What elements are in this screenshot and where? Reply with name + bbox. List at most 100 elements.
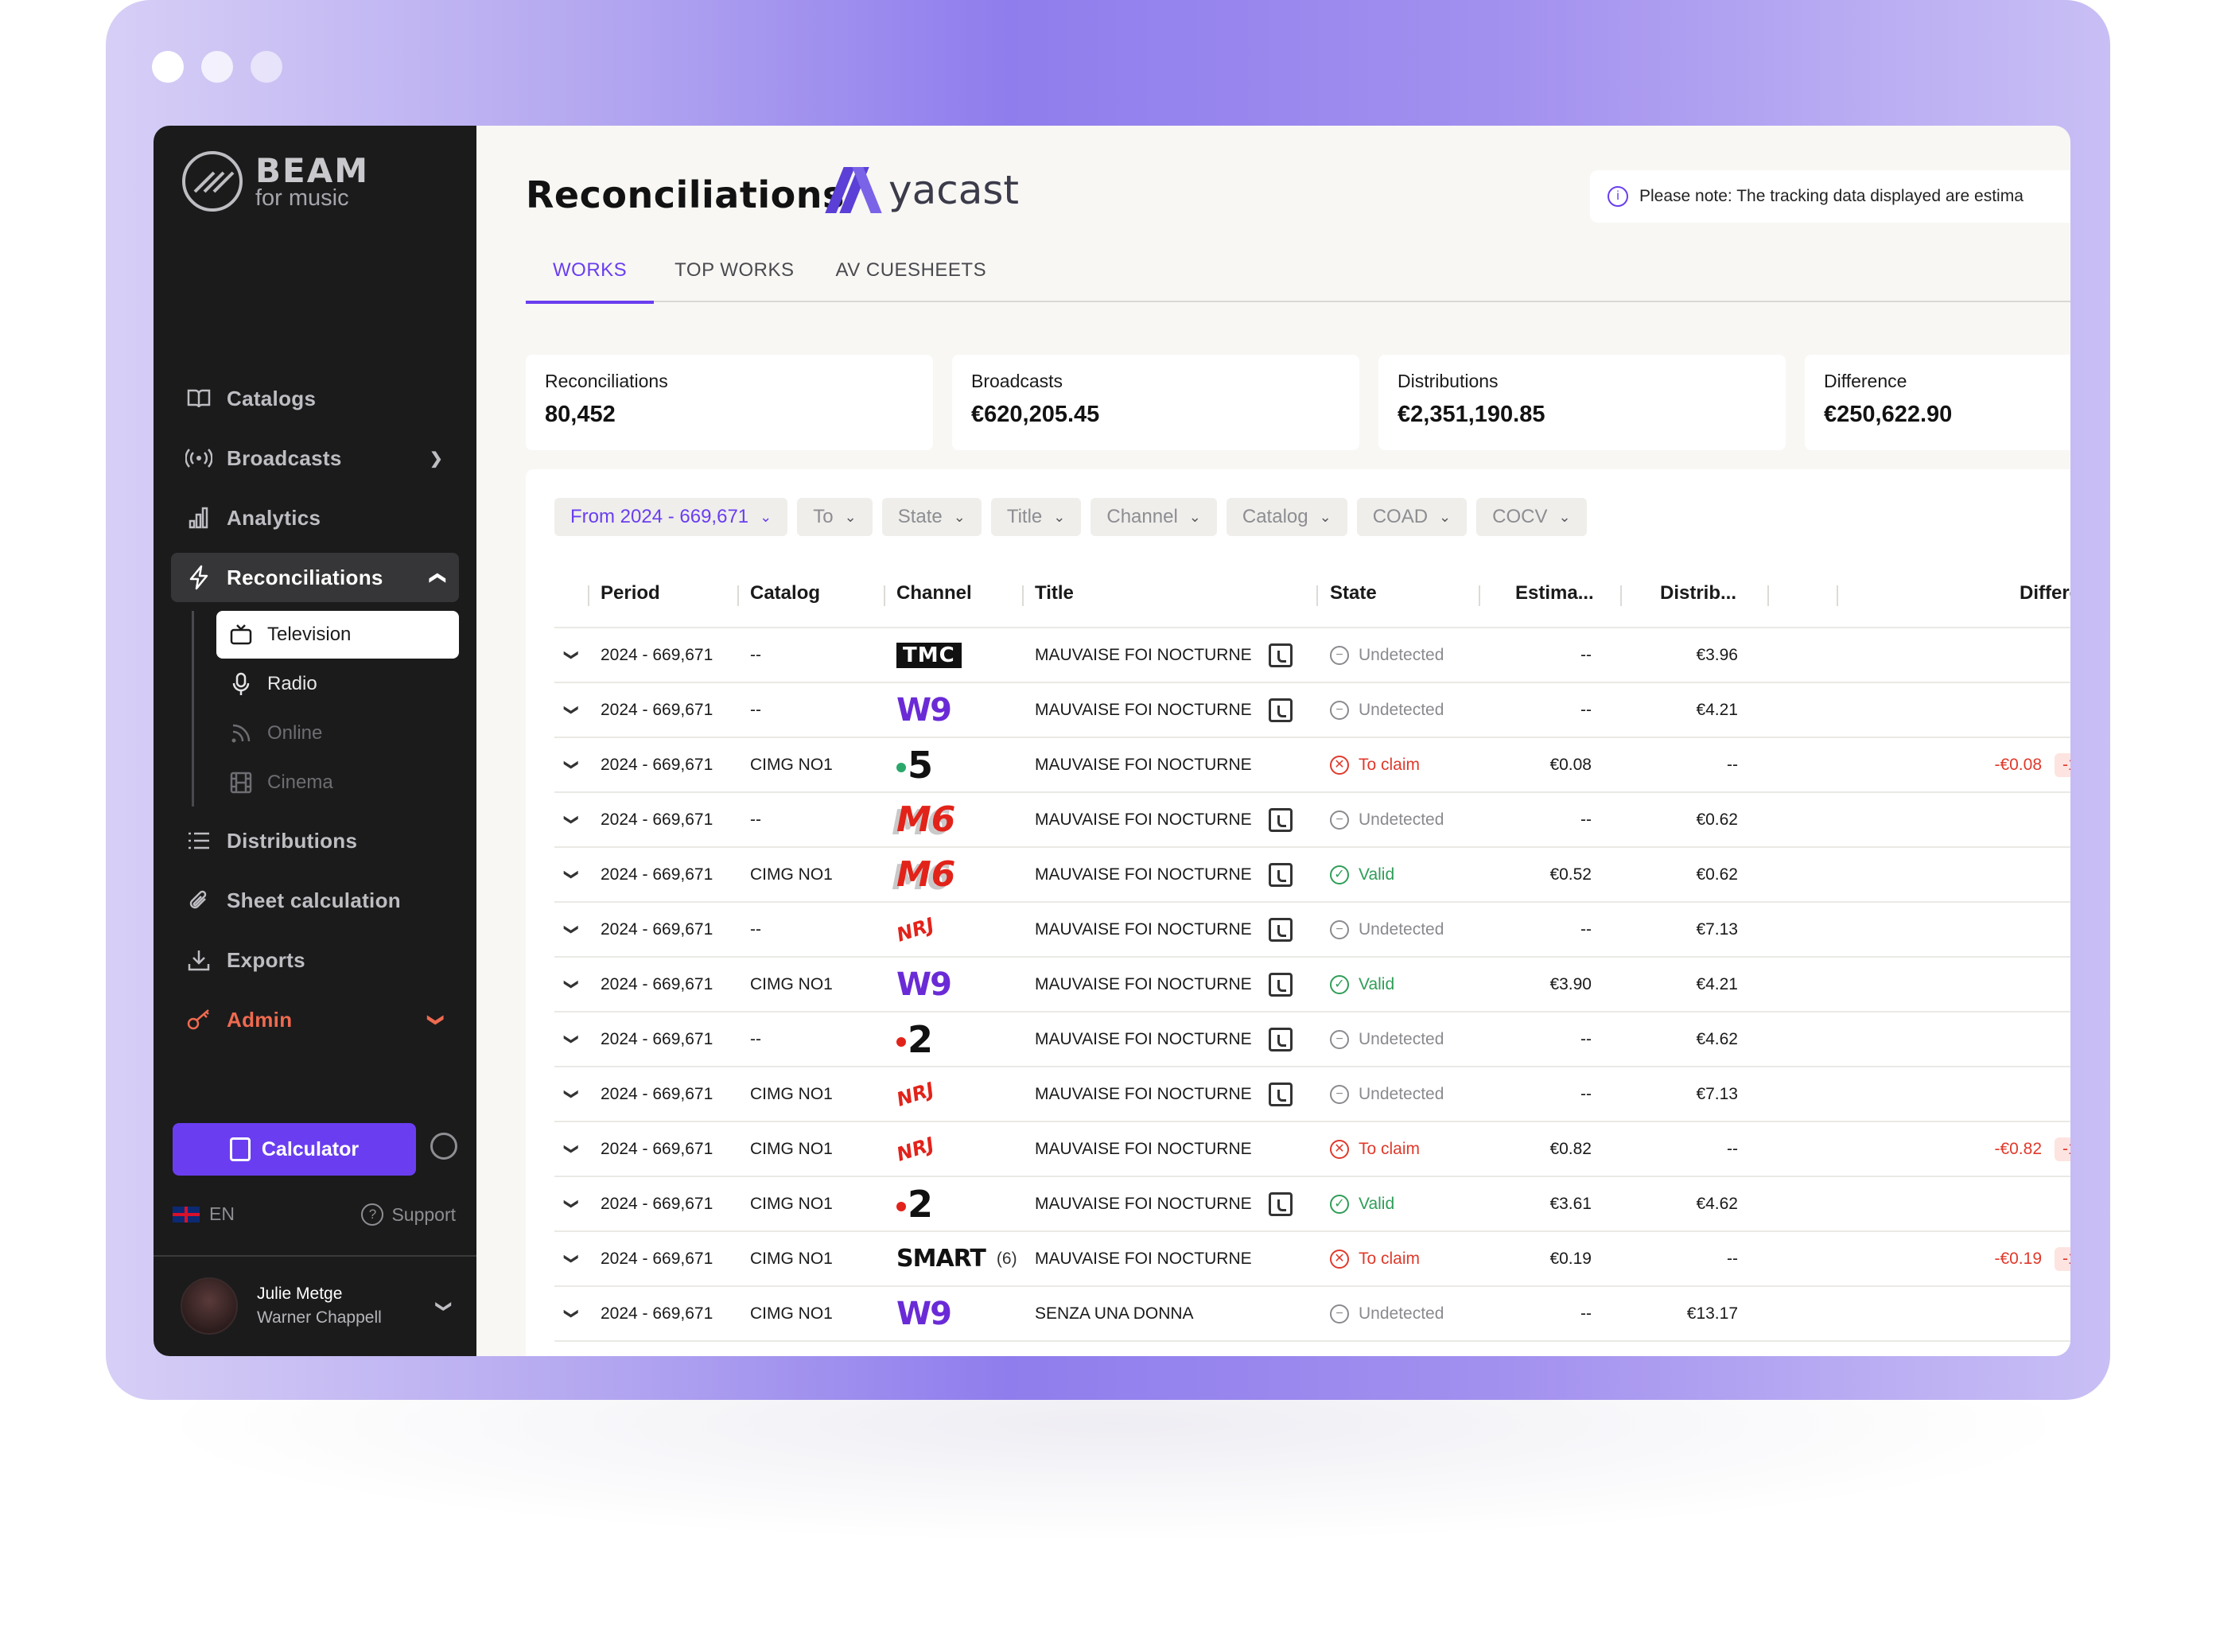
column-header-channel[interactable]: Channel — [896, 582, 972, 604]
cell-period: 2024 - 669,671 — [601, 810, 713, 829]
cell-cuesheet[interactable] — [1269, 683, 1293, 737]
expand-row-chevron-icon[interactable]: ❯ — [564, 868, 581, 881]
expand-row-chevron-icon[interactable]: ❯ — [564, 1252, 581, 1265]
expand-row-chevron-icon[interactable]: ❯ — [564, 978, 581, 991]
table-row[interactable]: ❯ 2024 - 669,671 -- W9 MAUVAISE FOI NOCTURNE… — [554, 683, 2070, 738]
cell-estimated: -- — [1580, 1084, 1592, 1103]
column-header-state[interactable]: State — [1330, 582, 1377, 604]
difference-percent-badge: -100 — [2055, 1137, 2070, 1161]
column-header-period[interactable]: Period — [601, 582, 660, 604]
chevron-down-icon: ❯ — [435, 1299, 453, 1313]
brand-logo[interactable]: BEAM for music — [182, 151, 369, 212]
cuesheet-icon — [1269, 972, 1293, 997]
history-icon[interactable] — [430, 1133, 457, 1160]
filter-coad[interactable]: COAD ⌄ — [1356, 498, 1468, 536]
cell-title: MAUVAISE FOI NOCTURNE — [1035, 645, 1252, 664]
table-row[interactable]: ❯ 2024 - 669,671 CIMG NO1 M6 MAUVAISE FOI NO… — [554, 848, 2070, 903]
expand-row-chevron-icon[interactable]: ❯ — [564, 648, 581, 662]
expand-row-chevron-icon[interactable]: ❯ — [564, 813, 581, 826]
user-menu[interactable]: Julie Metge Warner Chappell ❯ — [181, 1277, 453, 1335]
calculator-button[interactable]: Calculator — [173, 1123, 416, 1176]
cell-cuesheet[interactable] — [1269, 628, 1293, 682]
tab-top-works[interactable]: TOP WORKS — [675, 259, 795, 281]
expand-row-chevron-icon[interactable]: ❯ — [564, 758, 581, 772]
chevron-down-icon: ⌄ — [760, 508, 772, 525]
sidebar-item-admin[interactable]: Admin ❯ — [171, 995, 459, 1044]
sidebar-item-analytics[interactable]: Analytics — [171, 493, 459, 542]
cell-cuesheet[interactable] — [1269, 1177, 1293, 1230]
table-row[interactable]: ❯ 2024 - 669,671 CIMG NO1 W9 MAUVAISE FOI NO… — [554, 958, 2070, 1013]
minus-circle-icon: − — [1330, 919, 1349, 939]
table-row[interactable]: ❯ 2024 - 669,671 CIMG NO1 NRJ MAUVAISE FOI N… — [554, 1122, 2070, 1177]
tab-works[interactable]: WORKS — [526, 253, 655, 304]
cell-period: 2024 - 669,671 — [601, 974, 713, 993]
window-dot-minimize[interactable] — [201, 51, 233, 83]
table-row[interactable]: ❯ 2024 - 669,671 CIMG NO1 W9 SENZA UNA DONNA… — [554, 1287, 2070, 1342]
cell-cuesheet[interactable] — [1269, 1067, 1293, 1121]
tab-av-cuesheets[interactable]: AV CUESHEETS — [835, 259, 987, 281]
lightning-icon — [185, 564, 212, 591]
column-header-catalog[interactable]: Catalog — [750, 582, 821, 604]
subnav-item-television[interactable]: Television — [216, 611, 459, 659]
window-dot-maximize[interactable] — [251, 51, 282, 83]
filter-to[interactable]: To ⌄ — [797, 498, 873, 536]
cuesheet-icon — [1269, 917, 1293, 942]
cell-cuesheet[interactable] — [1269, 793, 1293, 846]
expand-row-chevron-icon[interactable]: ❯ — [564, 1307, 581, 1320]
sidebar-item-broadcasts[interactable]: Broadcasts ❯ — [171, 433, 459, 483]
expand-row-chevron-icon[interactable]: ❯ — [564, 1032, 581, 1046]
table-row[interactable]: ❯ 2024 - 669,671 -- 2 MAUVAISE FOI NOCTURNE −… — [554, 1013, 2070, 1067]
sidebar-item-catalogs[interactable]: Catalogs — [171, 374, 459, 423]
support-link[interactable]: ? Support — [361, 1203, 456, 1226]
table-row[interactable]: ❯ 2024 - 669,671 CIMG NO1 SMART (6) MAUVAISE … — [554, 1232, 2070, 1287]
language-selector[interactable]: EN — [173, 1203, 235, 1225]
subnav-item-cinema[interactable]: Cinema — [216, 759, 459, 807]
film-icon — [229, 771, 253, 795]
sidebar-item-distributions[interactable]: Distributions — [171, 816, 459, 865]
stat-value: €2,351,190.85 — [1398, 402, 1545, 427]
app-window: BEAM for music Catalogs Broadcasts ❯ — [154, 126, 2070, 1356]
expand-row-chevron-icon[interactable]: ❯ — [564, 1087, 581, 1101]
w9-logo: W9 — [896, 966, 952, 1003]
table-row[interactable]: ❯ 2024 - 669,671 -- TMC MAUVAISE FOI NOCTURN… — [554, 628, 2070, 683]
cell-cuesheet[interactable] — [1269, 1013, 1293, 1066]
filter-title[interactable]: Title ⌄ — [990, 498, 1082, 536]
tmc-logo: TMC — [896, 642, 962, 668]
france-2-logo: 2 — [896, 1018, 933, 1061]
table-row[interactable]: ❯ 2024 - 669,671 -- NRJ MAUVAISE FOI NOCTURN… — [554, 903, 2070, 958]
table-row[interactable]: ❯ 2024 - 669,671 CIMG NO1 5 MAUVAISE FOI NOC… — [554, 738, 2070, 793]
cell-state: − Undetected — [1330, 683, 1444, 737]
expand-row-chevron-icon[interactable]: ❯ — [564, 703, 581, 717]
cell-state: ✓ Valid — [1330, 958, 1394, 1011]
filter-from[interactable]: From 2024 - 669,671 ⌄ — [554, 498, 788, 536]
subnav-item-radio[interactable]: Radio — [216, 660, 459, 708]
column-header-difference[interactable]: Differer — [2020, 582, 2070, 604]
subnav-item-online[interactable]: Online — [216, 709, 459, 757]
stat-card-broadcasts: Broadcasts €620,205.45 — [952, 355, 1359, 450]
filter-catalog[interactable]: Catalog ⌄ — [1226, 498, 1347, 536]
sidebar-item-reconciliations[interactable]: Reconciliations ❯ — [171, 553, 459, 602]
table-row[interactable]: ❯ 2024 - 669,671 CIMG NO1 NRJ MAUVAISE FOI N… — [554, 1067, 2070, 1122]
cell-cuesheet[interactable] — [1269, 958, 1293, 1011]
chevron-down-icon: ⌄ — [1439, 508, 1452, 525]
window-dot-close[interactable] — [152, 51, 184, 83]
column-header-estimated[interactable]: Estima... — [1515, 582, 1594, 604]
subnav-item-label: Online — [267, 722, 323, 744]
table-row[interactable]: ❯ 2024 - 669,671 -- M6 MAUVAISE FOI NOCTURNE… — [554, 793, 2070, 848]
cell-cuesheet[interactable] — [1269, 848, 1293, 901]
cell-distributed: €7.13 — [1696, 919, 1738, 939]
expand-row-chevron-icon[interactable]: ❯ — [564, 923, 581, 936]
m6-logo: M6 — [896, 854, 956, 895]
cell-cuesheet[interactable] — [1269, 903, 1293, 956]
expand-row-chevron-icon[interactable]: ❯ — [564, 1142, 581, 1156]
expand-row-chevron-icon[interactable]: ❯ — [564, 1197, 581, 1211]
column-header-title[interactable]: Title — [1035, 582, 1074, 604]
filter-cocv[interactable]: COCV ⌄ — [1476, 498, 1587, 536]
sidebar-item-sheet-calculation[interactable]: Sheet calculation — [171, 876, 459, 925]
table-row[interactable]: ❯ 2024 - 669,671 CIMG NO1 2 MAUVAISE FOI NOC… — [554, 1177, 2070, 1232]
sidebar-item-exports[interactable]: Exports — [171, 935, 459, 985]
filter-state[interactable]: State ⌄ — [881, 498, 982, 536]
column-header-distributed[interactable]: Distrib... — [1660, 582, 1737, 604]
filter-channel[interactable]: Channel ⌄ — [1091, 498, 1217, 536]
cell-title: MAUVAISE FOI NOCTURNE — [1035, 919, 1252, 939]
